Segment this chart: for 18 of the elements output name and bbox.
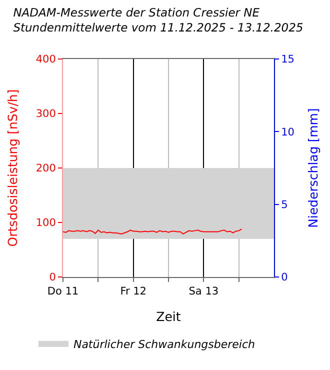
y-tick-label: 300 [36, 108, 56, 120]
y2-tick-label: 10 [281, 126, 294, 138]
x-tick-label: Do 11 [47, 286, 79, 298]
y2-tick-label: 0 [281, 272, 288, 284]
y2-tick-label: 15 [281, 54, 294, 66]
chart-subtitle: Stundenmittelwerte vom 11.12.2025 - 13.12.2025 [13, 20, 304, 35]
y2-axis-title: Niederschlag [mm] [306, 108, 321, 228]
y-tick-label: 200 [36, 162, 56, 175]
y-tick-label: 0 [49, 272, 56, 284]
y-axis-title: Ortsdosisleistung [nSv/h] [4, 89, 20, 247]
legend-label: Natürlicher Schwankungsbereich [73, 338, 256, 352]
chart-title: NADAM-Messwerte der Station Cressier NE [13, 6, 260, 20]
x-axis-title: Zeit [156, 308, 181, 324]
y-tick-label: 100 [36, 217, 56, 230]
x-tick-label: Sa 13 [188, 286, 219, 298]
x-tick-label: Fr 12 [120, 286, 146, 298]
y2-tick-label: 5 [281, 199, 288, 212]
y-tick-label: 400 [36, 54, 56, 66]
